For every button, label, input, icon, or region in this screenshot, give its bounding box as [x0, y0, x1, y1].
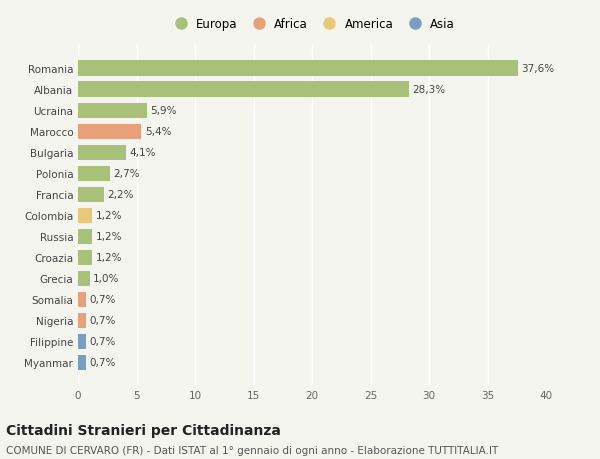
- Text: 2,7%: 2,7%: [113, 169, 140, 179]
- Text: 1,2%: 1,2%: [95, 232, 122, 242]
- Text: 2,2%: 2,2%: [107, 190, 134, 200]
- Text: 1,2%: 1,2%: [95, 253, 122, 263]
- Bar: [78, 250, 92, 265]
- Bar: [78, 313, 86, 328]
- Bar: [78, 271, 90, 286]
- Bar: [78, 355, 86, 370]
- Bar: [78, 82, 409, 97]
- Bar: [78, 334, 86, 349]
- Text: 5,4%: 5,4%: [145, 127, 171, 137]
- Text: 28,3%: 28,3%: [413, 85, 446, 95]
- Bar: [78, 187, 104, 202]
- Bar: [78, 62, 518, 77]
- Bar: [78, 103, 147, 118]
- Bar: [78, 229, 92, 244]
- Text: 5,9%: 5,9%: [151, 106, 177, 116]
- Bar: [78, 124, 141, 140]
- Text: Cittadini Stranieri per Cittadinanza: Cittadini Stranieri per Cittadinanza: [6, 423, 281, 437]
- Text: COMUNE DI CERVARO (FR) - Dati ISTAT al 1° gennaio di ogni anno - Elaborazione TU: COMUNE DI CERVARO (FR) - Dati ISTAT al 1…: [6, 446, 498, 455]
- Bar: [78, 292, 86, 307]
- Text: 0,7%: 0,7%: [90, 336, 116, 347]
- Text: 0,7%: 0,7%: [90, 316, 116, 325]
- Text: 4,1%: 4,1%: [130, 148, 156, 158]
- Text: 37,6%: 37,6%: [521, 64, 554, 74]
- Text: 1,0%: 1,0%: [93, 274, 119, 284]
- Text: 1,2%: 1,2%: [95, 211, 122, 221]
- Bar: [78, 208, 92, 223]
- Bar: [78, 145, 126, 160]
- Text: 0,7%: 0,7%: [90, 358, 116, 368]
- Bar: [78, 166, 110, 181]
- Legend: Europa, Africa, America, Asia: Europa, Africa, America, Asia: [169, 18, 455, 31]
- Text: 0,7%: 0,7%: [90, 295, 116, 305]
